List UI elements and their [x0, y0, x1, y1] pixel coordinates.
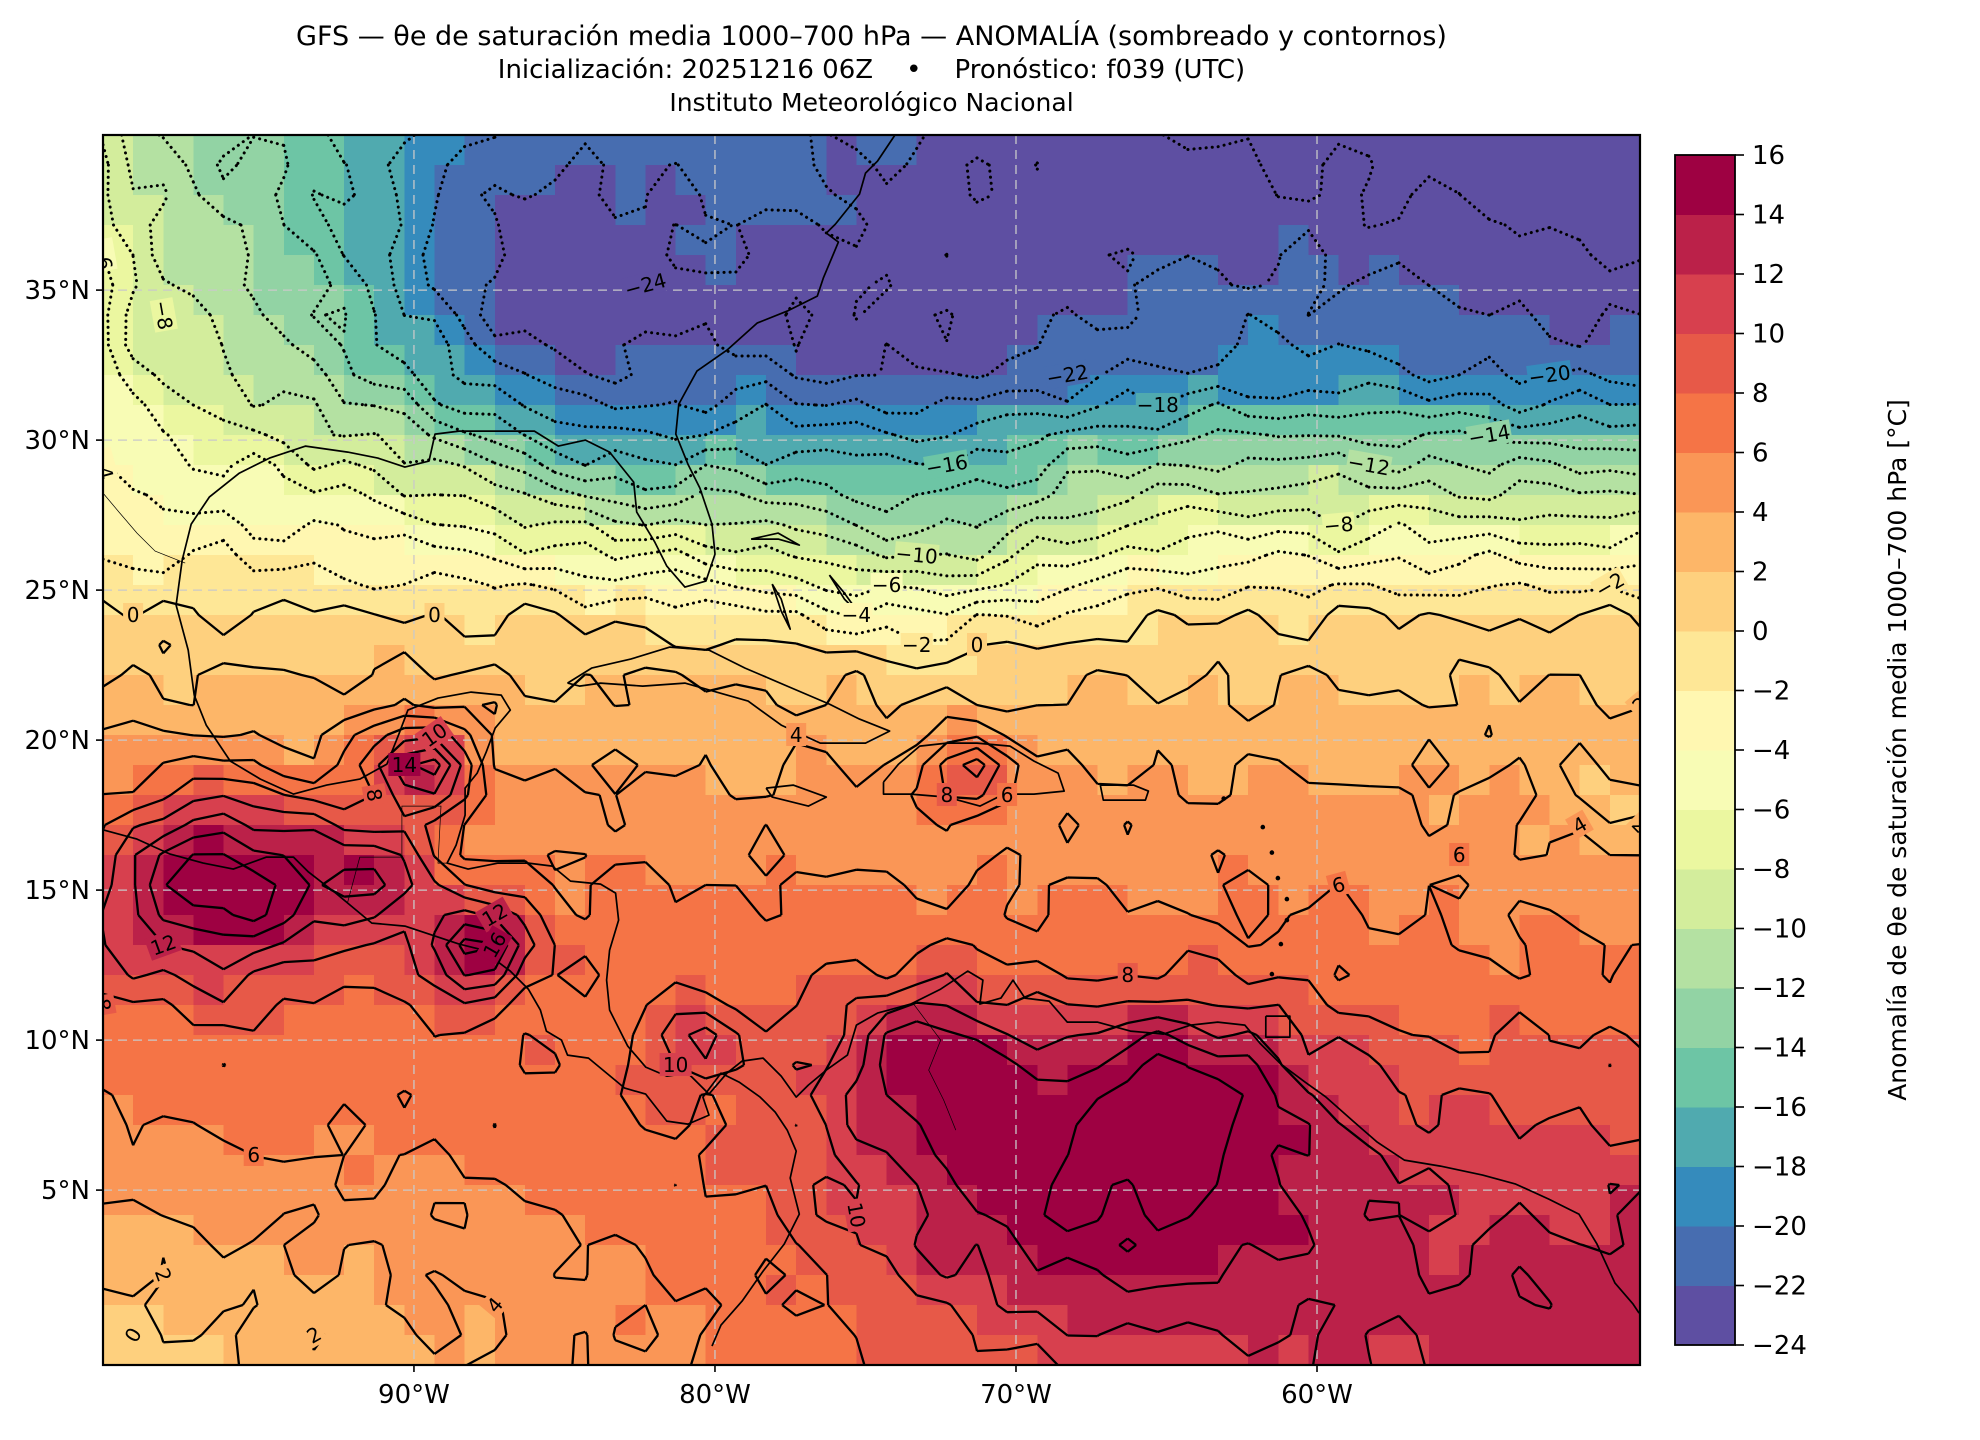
colorbar-tick-label: −14: [1752, 1034, 1807, 1064]
lat-tick-label: 25°N: [24, 576, 90, 606]
contour-label: 10: [842, 1200, 870, 1229]
contour-label: −18: [1137, 393, 1179, 417]
contour-label: 6: [1453, 843, 1466, 867]
country-borders: [103, 493, 957, 1131]
run-subtitle: Inicialización: 20251216 06Z • Pronóstic…: [497, 55, 1246, 85]
contour-label: 8: [1121, 963, 1134, 987]
lon-tick-label: 70°W: [980, 1380, 1052, 1410]
lat-tick-label: 35°N: [24, 276, 90, 306]
colorbar-tick-label: 6: [1752, 439, 1769, 469]
contour-label: 4: [790, 723, 803, 747]
lat-axis: 35°N 30°N 25°N 20°N 15°N 10°N 5°N: [24, 276, 103, 1206]
institution-name: Instituto Meteorológico Nacional: [669, 88, 1074, 117]
colorbar-tick-label: −10: [1752, 915, 1807, 945]
colorbar-tick-label: 2: [1752, 558, 1769, 588]
lon-tick-label: 90°W: [378, 1380, 450, 1410]
contour-label: 10: [663, 1053, 688, 1077]
lon-tick-label: 80°W: [679, 1380, 751, 1410]
anomaly-shading: [103, 135, 1640, 1365]
lat-tick-label: 10°N: [24, 1026, 90, 1056]
contour-label: 6: [1329, 872, 1348, 898]
contour-label: −6: [89, 238, 118, 271]
colorbar-tick-label: −22: [1752, 1272, 1807, 1302]
contour-label: −4: [842, 603, 871, 627]
contour-label: 0: [971, 633, 984, 657]
page-title: GFS — θe de saturación media 1000–700 hP…: [296, 21, 1447, 52]
contour-label: 8: [361, 787, 387, 804]
colorbar-tick-label: 12: [1752, 260, 1785, 290]
lat-tick-label: 20°N: [24, 726, 90, 756]
contour-label: 0: [428, 603, 441, 627]
colorbar-tick-label: 4: [1752, 498, 1769, 528]
colorbar-tick-label: 16: [1752, 141, 1785, 171]
contour-label: −20: [1527, 360, 1572, 390]
colorbar-tick-label: −18: [1752, 1153, 1807, 1183]
contour-label: −6: [872, 573, 901, 597]
contour-label: 8: [940, 783, 953, 807]
colorbar-tick-label: −2: [1752, 677, 1790, 707]
colorbar-tick-label: −4: [1752, 736, 1790, 766]
lat-tick-label: 15°N: [24, 876, 90, 906]
colorbar-tick-label: −16: [1752, 1093, 1807, 1123]
lat-tick-label: 30°N: [24, 426, 90, 456]
contour-label: 8: [90, 997, 116, 1014]
colorbar-tick-label: −8: [1752, 855, 1790, 885]
colorbar-tick-label: 10: [1752, 320, 1785, 350]
contour-label: 6: [247, 1143, 260, 1167]
map-frame: [101, 133, 1642, 1367]
colorbar-tick-label: −24: [1752, 1331, 1807, 1361]
colorbar: −24−22−20−18−16−14−12−10−8−6−4−202468101…: [1674, 141, 1912, 1361]
colorbar-axis-label: Anomalía de θe de saturación media 1000–…: [1883, 399, 1912, 1101]
colorbar-tick-label: 8: [1752, 379, 1769, 409]
colorbar-tick-label: −20: [1752, 1212, 1807, 1242]
colorbar-ticks: −24−22−20−18−16−14−12−10−8−6−4−202468101…: [1735, 141, 1807, 1361]
colorbar-tick-label: −6: [1752, 796, 1790, 826]
title-block: GFS — θe de saturación media 1000–700 hP…: [103, 20, 1640, 119]
lat-tick-label: 5°N: [41, 1176, 90, 1206]
contour-label: −8: [149, 298, 178, 331]
contour-label: −10: [895, 541, 939, 569]
contour-label: 0: [127, 603, 140, 627]
lon-tick-label: 60°W: [1281, 1380, 1353, 1410]
contour-label: 14: [392, 753, 417, 777]
lon-axis: 90°W 80°W 70°W 60°W: [378, 1365, 1353, 1410]
colorbar-tick-label: 0: [1752, 617, 1769, 647]
colorbar-tick-label: −12: [1752, 974, 1807, 1004]
contour-label: 6: [1001, 783, 1014, 807]
contour-label: −2: [902, 633, 931, 657]
colorbar-tick-label: 14: [1752, 201, 1785, 231]
contour-label: −8: [1323, 512, 1354, 538]
positive-contours: [103, 598, 1640, 1365]
